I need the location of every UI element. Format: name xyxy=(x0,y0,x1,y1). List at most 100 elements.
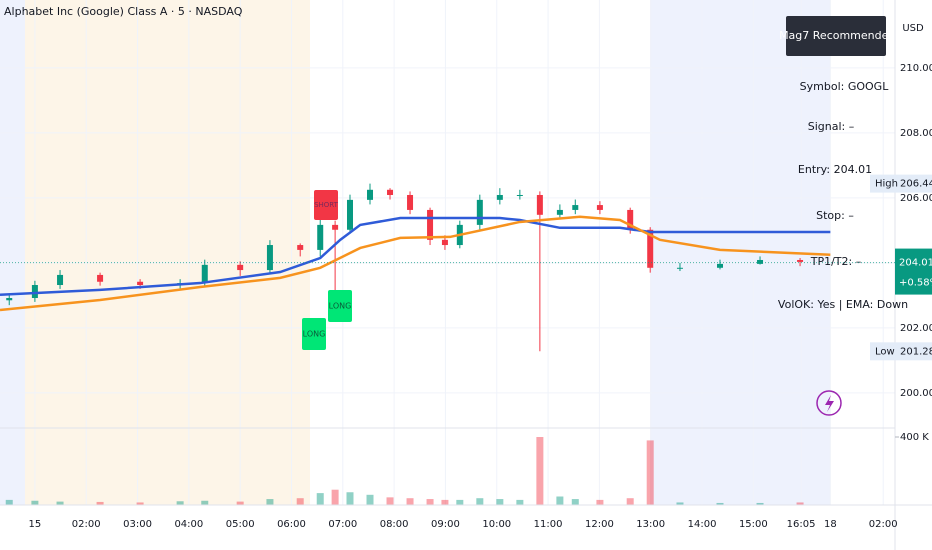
volume-bar xyxy=(56,501,64,505)
candle-body xyxy=(346,199,353,230)
volume-bar xyxy=(716,502,724,505)
signal-label: SHORT xyxy=(314,201,339,209)
ema-line xyxy=(0,216,831,297)
candle-body xyxy=(97,274,104,282)
panel-title: Mag7 Recommender xyxy=(779,29,893,42)
alert-icon[interactable] xyxy=(816,390,842,416)
volume-bar xyxy=(596,499,604,505)
signal-long: LONG xyxy=(328,290,352,322)
candle-body xyxy=(627,209,634,230)
volume-bar xyxy=(176,501,184,505)
volume-bar xyxy=(476,498,484,505)
candle-body xyxy=(367,189,374,200)
x-tick-label: 09:00 xyxy=(431,519,460,530)
volume-bar xyxy=(756,502,764,505)
x-tick-label: 05:00 xyxy=(226,519,255,530)
panel-line: TP1/T2: – xyxy=(810,255,861,268)
signal-label: LONG xyxy=(303,330,326,339)
candle-body xyxy=(496,194,503,200)
ema-line xyxy=(0,215,831,312)
x-tick-label: 06:00 xyxy=(277,519,306,530)
volume-bar xyxy=(296,498,304,505)
price-label-bg xyxy=(870,342,932,361)
y-tick-label: 200.00 xyxy=(900,388,932,399)
panel-line: Entry: 204.01 xyxy=(798,163,872,176)
volume-bar xyxy=(646,440,654,505)
signal-long: LONG xyxy=(302,318,326,350)
candle-body xyxy=(441,239,448,246)
x-tick-label: 15 xyxy=(29,519,42,530)
x-tick-label: 02:00 xyxy=(869,519,898,530)
candle-body xyxy=(427,209,434,240)
candle-body xyxy=(137,281,144,286)
volume-bar xyxy=(441,499,449,505)
panel-line: Symbol: GOOGL xyxy=(800,80,890,93)
candle-body xyxy=(556,209,563,215)
candle-body xyxy=(332,224,339,230)
volume-bar xyxy=(316,493,324,505)
panel-line: VolOK: Yes | EMA: Down xyxy=(778,298,908,311)
volume-bar xyxy=(136,502,144,505)
panel-header xyxy=(786,16,886,56)
y-tick-label: 208.00 xyxy=(900,128,932,139)
x-tick-label: 10:00 xyxy=(482,519,511,530)
candle-body xyxy=(572,205,579,210)
volume-bar xyxy=(201,500,209,505)
volume-bar xyxy=(556,496,564,505)
last-price: 204.01 xyxy=(899,258,932,269)
candle-body xyxy=(757,259,764,264)
candle-body xyxy=(717,263,724,268)
candle-body xyxy=(6,298,13,301)
y-tick-label: 206.00 xyxy=(900,193,932,204)
x-tick-label: 12:00 xyxy=(585,519,614,530)
signal-label: LONG xyxy=(329,302,352,311)
chart-title: Alphabet Inc (Google) Class A · 5 · NASD… xyxy=(4,5,243,18)
price-label-value: 201.28 xyxy=(900,346,932,357)
info-panel: Mag7 Recommender Symbol: GOOGL Signal: –… xyxy=(778,16,908,311)
last-change: +0.58% xyxy=(899,278,932,289)
price-label-bg xyxy=(870,174,932,193)
x-tick-label: 11:00 xyxy=(534,519,563,530)
session-bg xyxy=(25,0,310,505)
volume-bar xyxy=(346,492,354,505)
x-tick-label: 07:00 xyxy=(328,519,357,530)
candle-body xyxy=(476,199,483,225)
candle-body xyxy=(317,224,324,250)
volume-tick-label: 400 K xyxy=(900,432,929,443)
alert-icon-bolt xyxy=(825,395,834,412)
candle-body xyxy=(201,264,208,284)
candle-body xyxy=(407,194,414,210)
candle-body xyxy=(676,267,683,269)
panel-line: Signal: – xyxy=(808,120,855,133)
volume-bar xyxy=(796,502,804,505)
y-tick-label: 210.00 xyxy=(900,63,932,74)
x-tick-label: 03:00 xyxy=(123,519,152,530)
currency: USD xyxy=(902,23,924,34)
x-tick-label: 04:00 xyxy=(174,519,203,530)
candle-body xyxy=(536,194,543,215)
volume-bar xyxy=(676,502,684,505)
x-tick-label: 13:00 xyxy=(636,519,665,530)
candle-body xyxy=(237,264,244,271)
volume-bar xyxy=(386,497,394,505)
volume-bar xyxy=(516,499,524,505)
candle-body xyxy=(266,245,273,271)
candle-body xyxy=(596,205,603,210)
x-tick-label: 08:00 xyxy=(380,519,409,530)
volume-bar xyxy=(571,499,579,505)
volume-bar xyxy=(496,499,504,505)
volume-bar xyxy=(331,489,339,505)
y-tick-label: 202.00 xyxy=(900,323,932,334)
volume-bar xyxy=(5,499,13,505)
price-label-name: High xyxy=(875,179,898,190)
volume-bar xyxy=(626,498,634,505)
volume-bar xyxy=(266,499,274,505)
volume-bar xyxy=(366,494,374,505)
price-label-name: Low xyxy=(875,346,895,357)
x-tick-label: 14:00 xyxy=(688,519,717,530)
x-tick-label: 18 xyxy=(824,519,837,530)
volume-bar xyxy=(536,437,544,505)
x-tick-label: 15:00 xyxy=(739,519,768,530)
candle-body xyxy=(797,259,804,262)
